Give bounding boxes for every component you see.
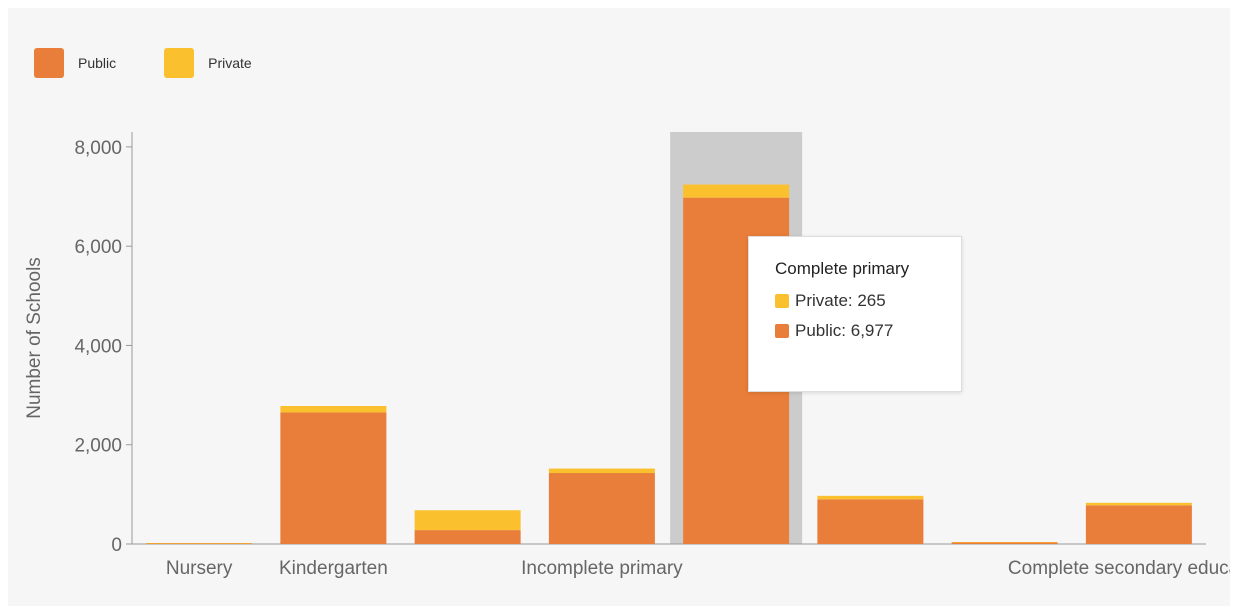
bar-public-6: [951, 542, 1058, 544]
y-tick-label: 4,000: [74, 336, 122, 357]
bar-public-5: [817, 499, 924, 544]
legend-item-public[interactable]: Public: [34, 48, 116, 78]
bar-private-7: [1085, 502, 1192, 506]
y-tick-label: 8,000: [74, 138, 122, 159]
y-axis-label: Number of Schools: [24, 257, 45, 419]
x-tick-label: Nursery: [166, 558, 233, 579]
legend-swatch-private: [164, 48, 195, 78]
bar-public-2: [414, 530, 521, 544]
legend: Public Private: [34, 48, 300, 78]
tooltip: Complete primary Private: 265 Public: 6,…: [748, 236, 962, 392]
bar-private-2: [414, 510, 521, 531]
bar-public-1: [280, 412, 387, 544]
tooltip-row-private: Private: 265: [775, 291, 961, 311]
legend-item-private[interactable]: Private: [164, 48, 252, 78]
bar-public-7: [1085, 505, 1192, 544]
tooltip-label-private: Private: 265: [795, 291, 886, 310]
x-tick-label: Kindergarten: [279, 558, 388, 579]
bar-private-3: [548, 468, 655, 474]
tooltip-row-public: Public: 6,977: [775, 321, 961, 341]
legend-swatch-public: [34, 48, 64, 78]
tooltip-swatch-public: [775, 324, 789, 338]
bar-private-4: [683, 184, 790, 198]
chart-card: Public Private 0 2,000 4,000 6,000 8,000 Numb…: [8, 8, 1230, 606]
tooltip-label-public: Public: 6,977: [795, 321, 894, 340]
bar-private-5: [817, 495, 924, 500]
tooltip-title: Complete primary: [775, 259, 910, 278]
legend-label-public: Public: [78, 55, 117, 71]
x-tick-label: Incomplete primary: [521, 558, 683, 579]
y-tick-label: 6,000: [74, 237, 122, 258]
y-tick-label: 0: [111, 535, 122, 556]
x-tick-label: Complete secondary education: [1008, 558, 1230, 579]
legend-label-private: Private: [208, 55, 252, 71]
tooltip-swatch-private: [775, 294, 789, 308]
bar-private-1: [280, 406, 387, 413]
bar-public-3: [548, 473, 655, 544]
y-tick-label: 2,000: [74, 436, 122, 457]
bar-chart: 0 2,000 4,000 6,000 8,000 Number of Schools Nu…: [24, 132, 1230, 579]
